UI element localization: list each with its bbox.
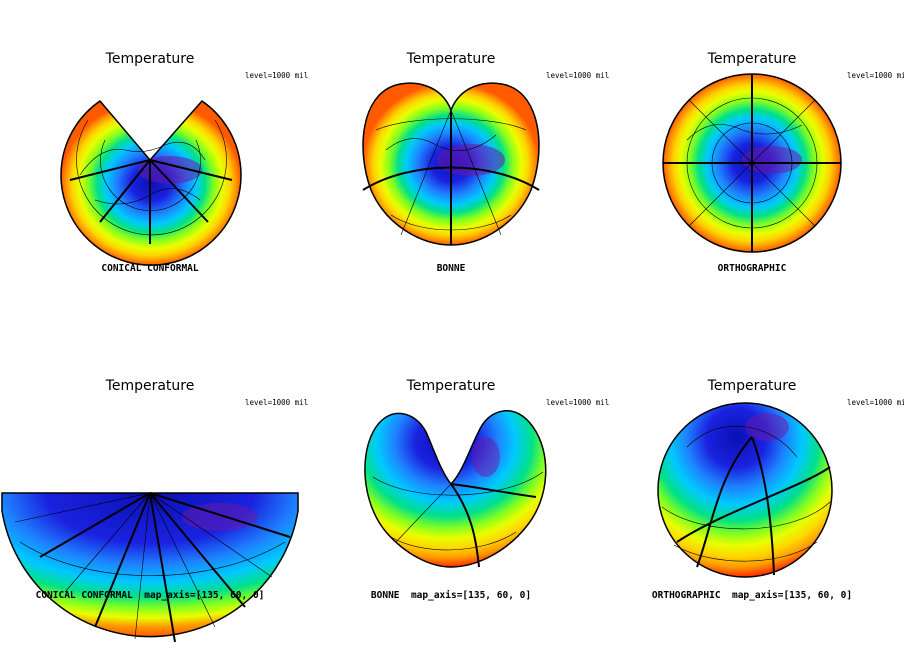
projection-label: BONNE (436, 263, 466, 274)
level-label: level=1000 mil (546, 71, 610, 80)
panel-title: Temperature (707, 378, 797, 394)
projection-label: ORTHOGRAPHIC map_axis=[135, 60, 0] (651, 590, 853, 601)
level-label: level=1000 mil (847, 71, 904, 80)
panel-bonne-axis: Temperature level=1000 mil BONNE map_axi… (301, 327, 609, 654)
panel-orthographic: Temperature level=1000 mil ORTHOGRAPHIC (602, 0, 904, 327)
level-label: level=1000 mil (546, 398, 610, 407)
panel-orthographic-axis: Temperature level=1000 mil ORTHOGRAPHIC … (602, 327, 904, 654)
level-label: level=1000 mil (847, 398, 904, 407)
panel-title: Temperature (707, 51, 797, 67)
temperature-map (60, 99, 242, 266)
temperature-map (362, 82, 540, 246)
projection-label: BONNE map_axis=[135, 60, 0] (370, 590, 532, 601)
temperature-map (662, 73, 842, 253)
panel-title: Temperature (105, 51, 195, 67)
projection-label: CONICAL CONFORMAL map_axis=[135, 60, 0] (35, 590, 265, 601)
panel-conical-conformal: Temperature level=1000 mil CONICAL CONFO… (0, 0, 308, 327)
panel-title: Temperature (406, 51, 496, 67)
panel-title: Temperature (105, 378, 195, 394)
temperature-map (364, 410, 547, 568)
panel-title: Temperature (406, 378, 496, 394)
level-label: level=1000 mil (245, 398, 309, 407)
panel-conical-conformal-axis: Temperature level=1000 mil CONICAL CONFO… (0, 327, 308, 654)
temperature-map (1, 492, 299, 643)
panel-bonne: Temperature level=1000 mil BONNE (301, 0, 609, 327)
projection-label: CONICAL CONFORMAL (101, 263, 199, 274)
temperature-map (657, 402, 833, 578)
level-label: level=1000 mil (245, 71, 309, 80)
projection-label: ORTHOGRAPHIC (717, 263, 787, 274)
